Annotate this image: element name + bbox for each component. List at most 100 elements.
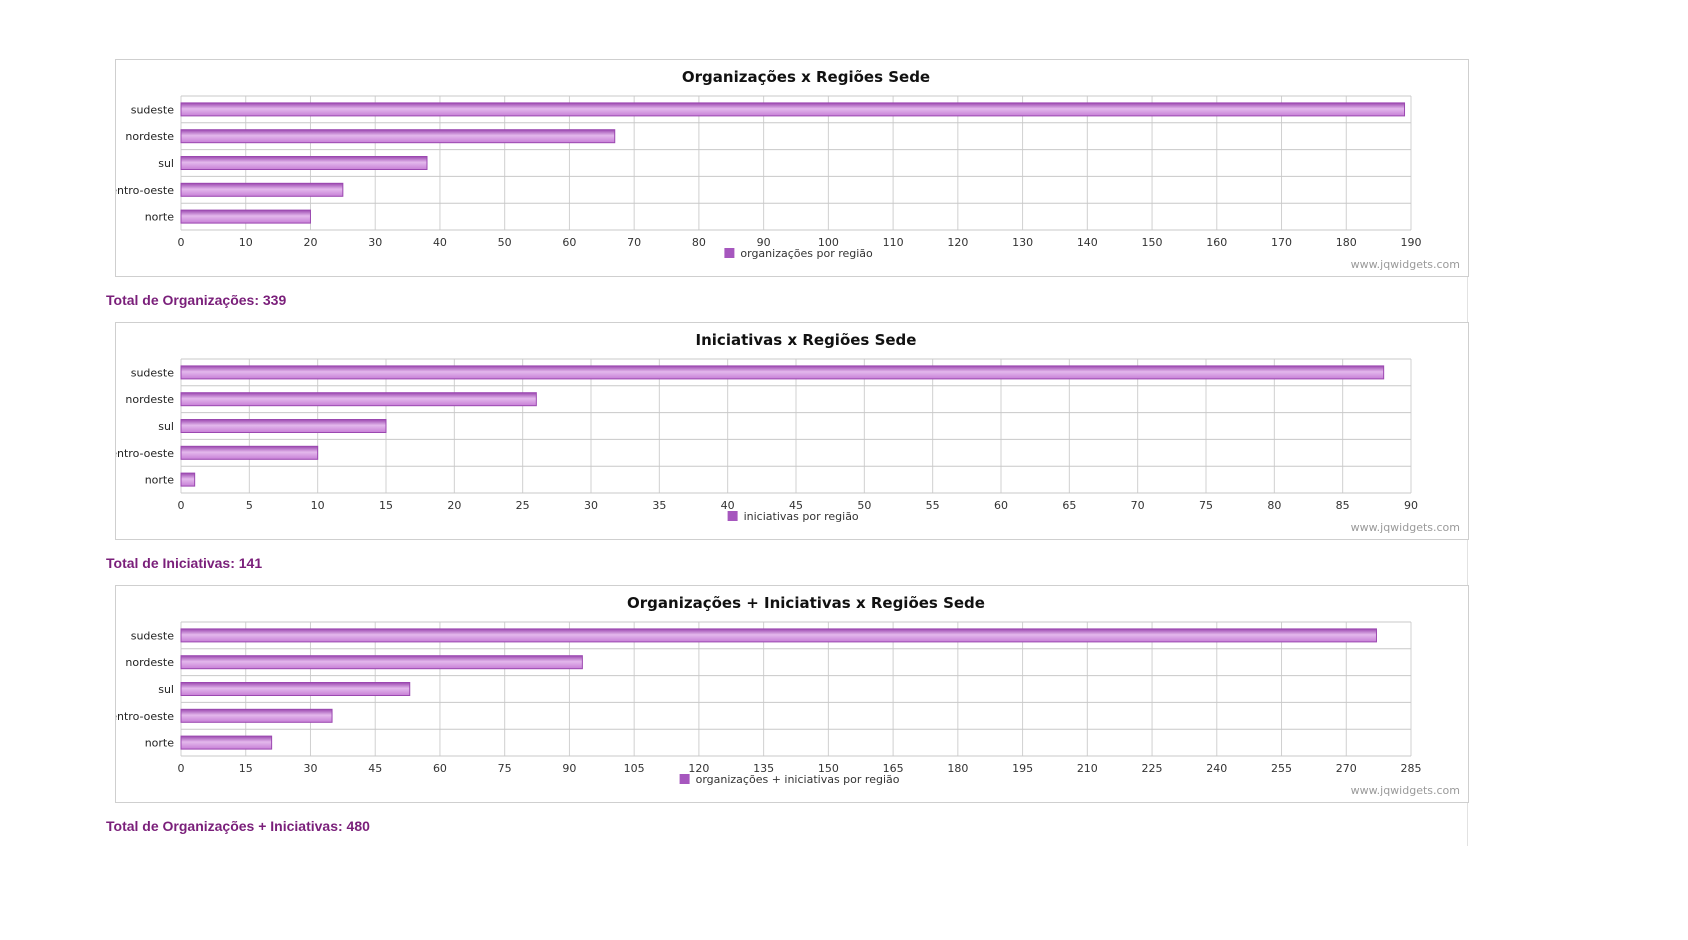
chart-title: Iniciativas x Regiões Sede	[696, 331, 917, 349]
legend-label: organizações + iniciativas por região	[696, 773, 900, 786]
x-tick-label: 20	[303, 236, 317, 249]
x-tick-label: 50	[498, 236, 512, 249]
legend-swatch	[724, 248, 735, 258]
x-tick-label: 15	[239, 762, 253, 775]
x-tick-label: 45	[789, 499, 803, 512]
category-label: sudeste	[131, 366, 174, 379]
x-tick-label: 0	[178, 499, 185, 512]
total-iniciativas: Total de Iniciativas: 141	[106, 555, 263, 571]
legend: iniciativas por região	[727, 510, 859, 523]
bar	[180, 445, 319, 460]
x-tick-label: 240	[1206, 762, 1227, 775]
chart-iniciativas: Iniciativas x Regiões Sede 0 5 10 15 20 25 30 35…	[115, 322, 1469, 540]
legend: organizações por região	[724, 247, 873, 260]
x-tick-label: 180	[947, 762, 968, 775]
legend-label: organizações por região	[740, 247, 873, 260]
chart-organizacoes: Organizações x Regiões Sede 0 10 20 30 40 50 60…	[115, 59, 1469, 277]
category-label: centro-oeste	[116, 447, 174, 460]
x-tick-label: 75	[1199, 499, 1213, 512]
watermark-text: www.jqwidgets.com	[1351, 258, 1460, 271]
chart-title: Organizações + Iniciativas x Regiões Sed…	[627, 594, 985, 612]
category-label: norte	[145, 211, 175, 224]
category-label: norte	[145, 474, 175, 487]
x-tick-label: 130	[1012, 236, 1033, 249]
watermark-text: www.jqwidgets.com	[1351, 784, 1460, 797]
x-tick-label: 30	[303, 762, 317, 775]
legend-label: iniciativas por região	[744, 510, 859, 523]
x-tick-label: 10	[239, 236, 253, 249]
bar	[180, 209, 311, 224]
x-tick-label: 210	[1077, 762, 1098, 775]
x-tick-label: 60	[433, 762, 447, 775]
legend-swatch	[727, 511, 738, 521]
x-tick-label: 0	[178, 236, 185, 249]
total-organizacoes-iniciativas: Total de Organizações + Iniciativas: 480	[106, 818, 370, 834]
x-tick-label: 30	[584, 499, 598, 512]
x-tick-label: 45	[368, 762, 382, 775]
x-tick-label: 180	[1336, 236, 1357, 249]
bar	[180, 628, 1377, 643]
x-tick-label: 0	[178, 762, 185, 775]
legend-swatch	[679, 774, 690, 784]
total-organizacoes: Total de Organizações: 339	[106, 292, 287, 308]
bar	[180, 682, 411, 696]
category-label: norte	[145, 737, 175, 750]
x-tick-label: 25	[516, 499, 530, 512]
chart-organizacoes-iniciativas-svg: Organizações + Iniciativas x Regiões Sed…	[116, 594, 1460, 797]
category-label: sul	[158, 157, 174, 170]
x-tick-label: 70	[1131, 499, 1145, 512]
bar	[180, 129, 616, 144]
category-label: centro-oeste	[116, 184, 174, 197]
x-tick-label: 75	[498, 762, 512, 775]
bar	[180, 102, 1406, 117]
x-tick-label: 270	[1336, 762, 1357, 775]
x-tick-label: 40	[433, 236, 447, 249]
x-tick-label: 20	[447, 499, 461, 512]
x-tick-label: 50	[857, 499, 871, 512]
category-label: nordeste	[125, 130, 174, 143]
x-tick-label: 255	[1271, 762, 1292, 775]
x-tick-label: 100	[818, 236, 839, 249]
bar	[180, 392, 537, 407]
x-tick-label: 120	[688, 762, 709, 775]
chart-iniciativas-svg: Iniciativas x Regiões Sede 0 5 10 15 20 25 30 35…	[116, 331, 1460, 534]
category-label: nordeste	[125, 656, 174, 669]
category-label: sul	[158, 683, 174, 696]
x-tick-label: 85	[1336, 499, 1350, 512]
x-tick-label: 90	[1404, 499, 1418, 512]
bar	[180, 472, 196, 487]
x-tick-label: 190	[1401, 236, 1422, 249]
x-tick-label: 70	[627, 236, 641, 249]
x-tick-label: 35	[652, 499, 666, 512]
x-tick-label: 10	[311, 499, 325, 512]
category-label: nordeste	[125, 393, 174, 406]
x-tick-label: 60	[994, 499, 1008, 512]
bar	[180, 655, 583, 670]
x-tick-label: 5	[246, 499, 253, 512]
chart-title: Organizações x Regiões Sede	[682, 68, 930, 86]
x-tick-label: 40	[721, 499, 735, 512]
bar	[180, 735, 273, 750]
x-tick-label: 65	[1062, 499, 1076, 512]
x-tick-label: 80	[1267, 499, 1281, 512]
watermark-text: www.jqwidgets.com	[1351, 521, 1460, 534]
x-tick-label: 90	[757, 236, 771, 249]
category-label: sudeste	[131, 103, 174, 116]
x-tick-label: 105	[624, 762, 645, 775]
x-tick-label: 140	[1077, 236, 1098, 249]
legend: organizações + iniciativas por região	[679, 773, 900, 786]
category-label: sul	[158, 420, 174, 433]
x-tick-label: 285	[1401, 762, 1422, 775]
category-label: centro-oeste	[116, 710, 174, 723]
x-tick-label: 165	[883, 762, 904, 775]
x-tick-label: 170	[1271, 236, 1292, 249]
x-tick-label: 135	[753, 762, 774, 775]
x-tick-label: 225	[1142, 762, 1163, 775]
x-tick-label: 90	[562, 762, 576, 775]
x-tick-label: 120	[947, 236, 968, 249]
x-tick-label: 150	[1142, 236, 1163, 249]
category-label: sudeste	[131, 629, 174, 642]
bar	[180, 708, 333, 723]
chart-organizacoes-svg: Organizações x Regiões Sede 0 10 20 30 40 50 60…	[116, 68, 1460, 271]
x-tick-label: 80	[692, 236, 706, 249]
